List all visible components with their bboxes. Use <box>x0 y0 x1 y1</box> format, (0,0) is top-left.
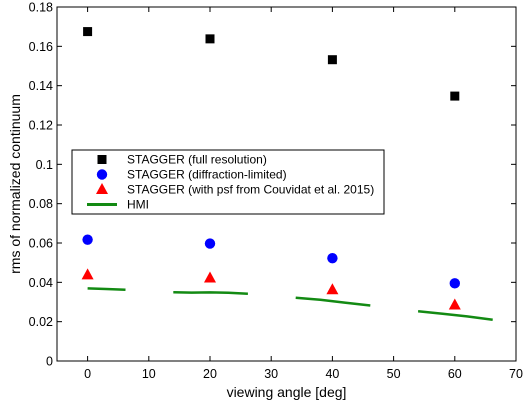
x-tick-label: 20 <box>203 367 217 381</box>
y-tick-label: 0.12 <box>29 119 53 133</box>
x-tick-label: 30 <box>264 367 278 381</box>
hmi-line-segment <box>417 309 493 321</box>
legend-circle-swatch <box>96 169 108 180</box>
legend-label: STAGGER (with psf from Couvidat et al. 2… <box>127 183 374 197</box>
x-tick-label: 60 <box>448 367 462 381</box>
series-circle-point <box>82 234 93 245</box>
legend-box <box>71 149 385 215</box>
y-tick-label: 0 <box>46 355 53 369</box>
series-square-point <box>205 34 215 44</box>
series-square-point <box>327 55 337 65</box>
legend-triangle-swatch <box>96 183 108 194</box>
series-circle-point <box>449 278 460 289</box>
series-square-point <box>450 91 460 101</box>
legend: STAGGER (full resolution)STAGGER (diffra… <box>71 149 385 215</box>
x-tick-label: 0 <box>84 367 91 381</box>
series-triangle-point <box>326 283 339 295</box>
x-axis-label: viewing angle [deg] <box>227 384 347 400</box>
series-triangle-point <box>204 271 216 283</box>
y-tick-label: 0.18 <box>29 1 53 15</box>
series-square-point <box>83 27 93 37</box>
y-tick-label: 0.06 <box>29 237 53 251</box>
series-triangle-point <box>448 298 461 310</box>
axes-frame <box>56 6 517 362</box>
axes: 0 10 20 30 40 50 60 70 0 0.02 0.04 0.06 0.08 0.1 0.12 0… <box>29 1 523 382</box>
series-triangle-point <box>81 268 94 280</box>
hmi-line-segment <box>173 290 248 295</box>
x-tick-label: 40 <box>325 367 339 381</box>
y-tick-label: 0.14 <box>29 79 53 93</box>
y-axis-label: rms of normalized continuum <box>7 94 23 274</box>
x-tick-label: 10 <box>142 367 156 381</box>
legend-label: HMI <box>127 198 149 212</box>
legend-square-swatch <box>97 155 107 164</box>
series-circle-point <box>204 238 216 249</box>
series-circle-point <box>327 252 338 264</box>
y-tick-label: 0.08 <box>29 197 53 211</box>
hmi-line-segment <box>295 296 371 307</box>
plot-area <box>81 27 493 321</box>
x-tick-label: 50 <box>387 367 401 381</box>
legend-label: STAGGER (full resolution) <box>127 153 267 167</box>
legend-label: STAGGER (diffraction-limited) <box>127 168 287 182</box>
hmi-line-segment <box>87 287 126 292</box>
y-tick-label: 0.02 <box>29 315 53 329</box>
y-tick-label: 0.16 <box>29 40 53 54</box>
y-tick-label: 0.1 <box>36 158 53 172</box>
x-tick-label: 70 <box>509 367 523 381</box>
y-tick-label: 0.04 <box>29 276 53 290</box>
